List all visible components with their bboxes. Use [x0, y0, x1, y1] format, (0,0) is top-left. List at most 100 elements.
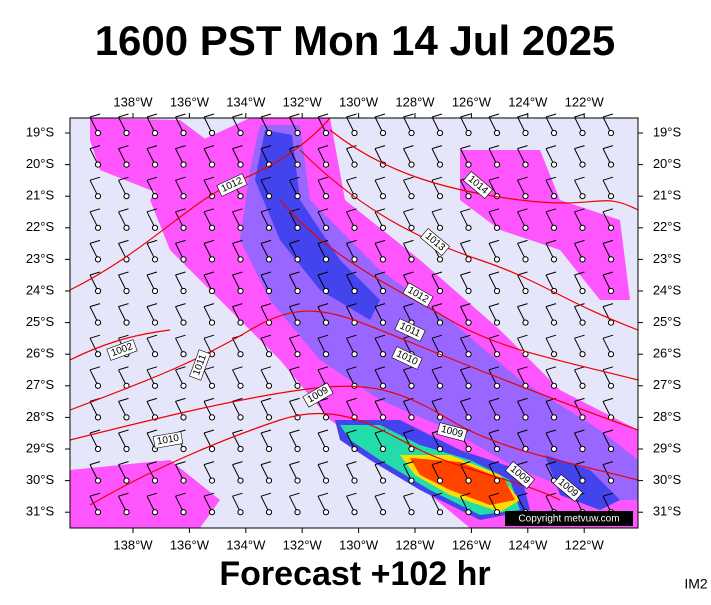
barb-station	[522, 161, 529, 168]
barb-station	[379, 256, 387, 263]
barb-flag	[488, 113, 500, 118]
barb-station	[208, 224, 216, 231]
barb-flag	[488, 334, 500, 339]
barb-station	[237, 161, 244, 168]
barb-station	[208, 287, 216, 295]
wind-barb	[232, 145, 244, 168]
barb-flag	[146, 303, 158, 308]
barb-station	[408, 509, 415, 516]
wind-barb	[346, 492, 358, 516]
barb-flag	[89, 366, 101, 371]
barb-station	[493, 129, 501, 137]
wind-barb	[203, 271, 216, 295]
barb-flag	[517, 397, 528, 402]
wind-barb	[89, 303, 102, 326]
wind-barb	[317, 303, 330, 326]
barb-flag	[602, 239, 614, 244]
barb-flag	[289, 303, 300, 308]
wind-barb	[460, 271, 472, 295]
barb-flag	[545, 271, 557, 276]
wind-barb	[602, 145, 615, 168]
wind-barb	[175, 492, 187, 516]
barb-station	[379, 382, 387, 389]
barb-flag	[89, 271, 101, 276]
barb-station	[522, 256, 529, 263]
barb-station	[522, 414, 529, 421]
barb-station	[123, 161, 130, 168]
wind-barb	[175, 461, 187, 484]
wind-barb	[545, 145, 558, 168]
wind-barb	[89, 271, 102, 295]
wind-barb	[403, 397, 415, 421]
wind-barb	[175, 113, 187, 137]
barb-station	[322, 477, 330, 484]
wind-barb	[89, 208, 102, 231]
barb-station	[465, 509, 472, 516]
barb-flag	[374, 366, 386, 371]
barb-station	[94, 129, 102, 137]
barb-flag	[574, 397, 585, 402]
barb-station	[180, 224, 187, 231]
wind-barb	[374, 208, 387, 231]
latitude-label: 27°S	[26, 377, 55, 392]
isobar-label-box	[394, 318, 426, 342]
barb-station	[265, 445, 273, 453]
latitude-label: 21°S	[26, 188, 55, 203]
barb-flag	[346, 176, 357, 181]
wind-barb	[545, 239, 558, 263]
barb-flag	[232, 239, 243, 244]
barb-station	[465, 224, 472, 231]
barb-flag	[602, 145, 614, 150]
barb-flag	[203, 334, 215, 339]
wind-barb	[403, 239, 415, 263]
wind-barb	[317, 461, 330, 484]
barb-flag	[118, 176, 129, 181]
barb-station	[123, 129, 130, 137]
barb-flag	[175, 303, 186, 308]
barb-station	[379, 224, 387, 231]
barb-flag	[232, 113, 243, 118]
wind-barb	[203, 303, 216, 326]
barb-flag	[374, 303, 386, 308]
barb-flag	[260, 145, 272, 150]
barb-station	[180, 256, 187, 263]
barb-flag	[260, 397, 272, 402]
barb-flag	[317, 492, 329, 497]
wind-barb	[260, 176, 273, 200]
wind-barb	[374, 113, 387, 137]
barb-station	[351, 129, 358, 137]
wind-barb	[517, 303, 529, 326]
barb-flag	[289, 334, 300, 339]
barb-station	[465, 414, 472, 421]
wind-barb	[146, 113, 159, 137]
forecast-label: Forecast +102 hr	[219, 555, 490, 593]
barb-flag	[460, 145, 471, 150]
isobar-label-box	[504, 460, 536, 490]
barb-station	[408, 445, 415, 453]
latitude-label: 30°S	[26, 472, 55, 487]
barb-flag	[574, 113, 585, 118]
wind-barb	[232, 366, 244, 389]
barb-station	[151, 509, 159, 516]
barb-flag	[460, 461, 471, 466]
barb-flag	[289, 145, 300, 150]
barb-flag	[545, 113, 557, 118]
wind-barb	[146, 176, 159, 200]
barb-flag	[260, 239, 272, 244]
wind-barb	[289, 239, 301, 263]
wind-barb	[317, 271, 330, 295]
barb-flag	[403, 208, 414, 213]
latitude-label: 31°S	[26, 504, 55, 519]
wind-barb	[460, 303, 472, 326]
wind-barb	[317, 176, 330, 200]
wind-barb	[203, 113, 216, 137]
wind-barb	[346, 113, 358, 137]
barb-station	[294, 351, 301, 358]
barb-flag	[175, 397, 186, 402]
barb-flag	[545, 208, 557, 213]
wind-barb	[118, 429, 130, 453]
barb-station	[550, 161, 558, 168]
wind-barb	[602, 334, 615, 358]
isobar-label: 1010	[152, 431, 184, 449]
barb-station	[322, 351, 330, 358]
